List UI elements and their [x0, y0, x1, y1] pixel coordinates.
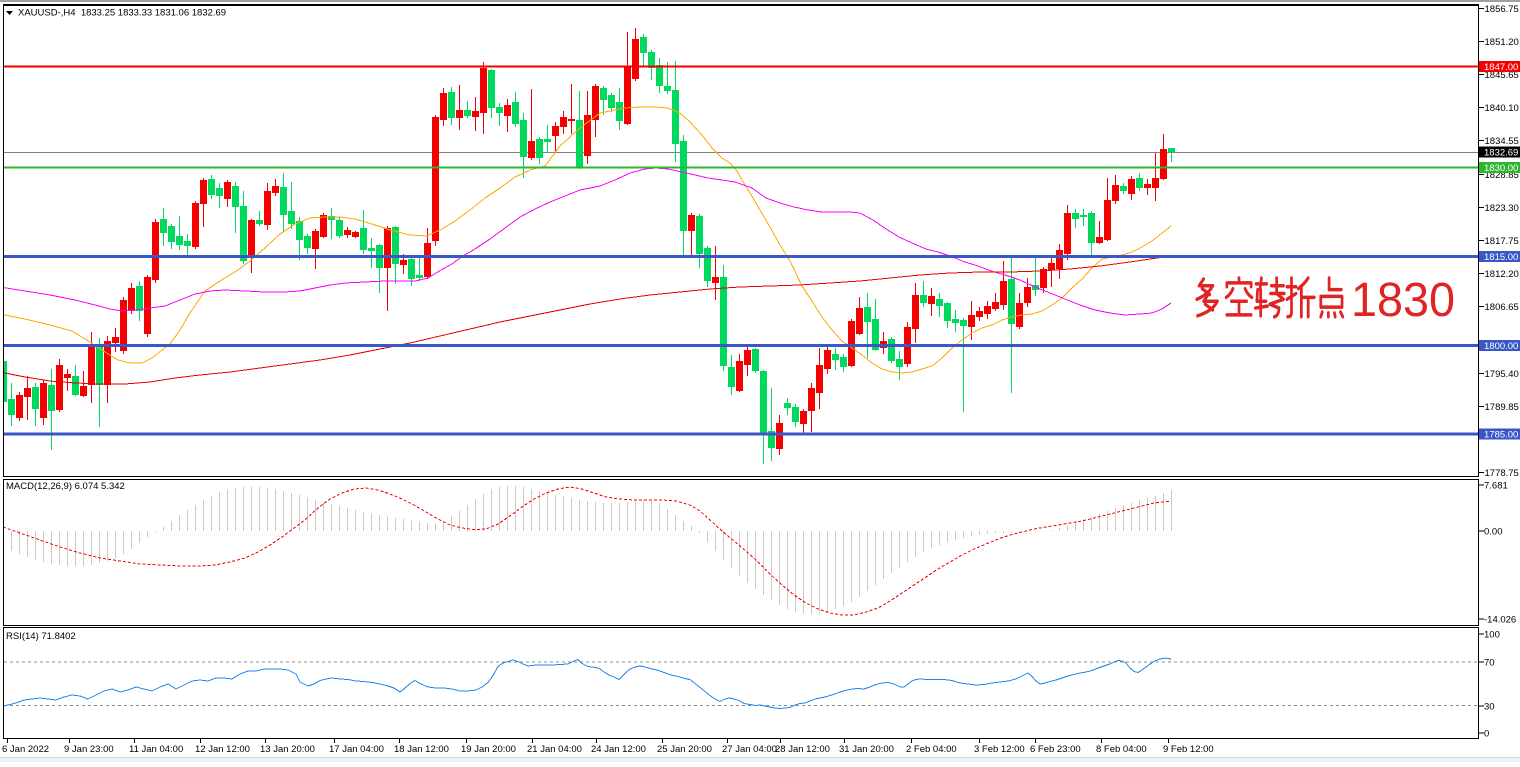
svg-text:3 Feb 12:00: 3 Feb 12:00: [974, 744, 1025, 755]
svg-text:9 Feb 12:00: 9 Feb 12:00: [1163, 744, 1214, 755]
svg-text:24 Jan 12:00: 24 Jan 12:00: [591, 744, 646, 755]
svg-text:6 Jan 2022: 6 Jan 2022: [2, 744, 49, 755]
svg-text:1795.40: 1795.40: [1485, 369, 1519, 380]
svg-text:1812.20: 1812.20: [1485, 269, 1519, 280]
svg-text:12 Jan 12:00: 12 Jan 12:00: [195, 744, 250, 755]
svg-text:1815.00: 1815.00: [1484, 252, 1518, 263]
svg-text:13 Jan 20:00: 13 Jan 20:00: [260, 744, 315, 755]
svg-text:1806.65: 1806.65: [1485, 302, 1519, 313]
svg-text:MACD(12,26,9) 6.074 5.342: MACD(12,26,9) 6.074 5.342: [6, 481, 125, 492]
svg-text:27 Jan 04:00: 27 Jan 04:00: [722, 744, 777, 755]
svg-text:100: 100: [1484, 630, 1500, 641]
svg-text:1778.75: 1778.75: [1485, 468, 1519, 479]
svg-text:9 Jan 23:00: 9 Jan 23:00: [64, 744, 114, 755]
svg-text:1840.10: 1840.10: [1485, 103, 1519, 114]
svg-text:7.681: 7.681: [1484, 481, 1508, 492]
svg-text:1800.00: 1800.00: [1484, 341, 1518, 352]
svg-text:11 Jan 04:00: 11 Jan 04:00: [129, 744, 183, 755]
svg-text:1817.75: 1817.75: [1485, 236, 1519, 247]
svg-text:-14.026: -14.026: [1484, 615, 1516, 626]
svg-text:31 Jan 20:00: 31 Jan 20:00: [839, 744, 894, 755]
svg-text:1823.30: 1823.30: [1485, 203, 1519, 214]
svg-text:6 Feb 23:00: 6 Feb 23:00: [1030, 744, 1081, 755]
svg-text:8 Feb 04:00: 8 Feb 04:00: [1096, 744, 1147, 755]
svg-text:1832.69: 1832.69: [1484, 148, 1518, 159]
svg-text:1828.85: 1828.85: [1485, 170, 1519, 181]
svg-text:RSI(14) 71.8402: RSI(14) 71.8402: [6, 631, 76, 642]
svg-text:1785.00: 1785.00: [1484, 430, 1518, 441]
svg-text:1856.75: 1856.75: [1485, 4, 1519, 15]
svg-text:1830.00: 1830.00: [1484, 163, 1518, 174]
svg-text:30: 30: [1484, 702, 1495, 713]
svg-text:17 Jan 04:00: 17 Jan 04:00: [329, 744, 384, 755]
svg-text:1851.20: 1851.20: [1485, 37, 1519, 48]
svg-text:25 Jan 20:00: 25 Jan 20:00: [657, 744, 712, 755]
svg-text:1830: 1830: [1351, 274, 1455, 327]
svg-text:19 Jan 20:00: 19 Jan 20:00: [461, 744, 516, 755]
svg-text:1834.55: 1834.55: [1485, 136, 1519, 147]
svg-text:XAUUSD-,H4 1833.25 1833.33 18: XAUUSD-,H4 1833.25 1833.33 1831.06 1832.…: [18, 8, 226, 19]
svg-text:0: 0: [1484, 729, 1489, 740]
svg-text:2 Feb 04:00: 2 Feb 04:00: [906, 744, 957, 755]
svg-text:21 Jan 04:00: 21 Jan 04:00: [527, 744, 582, 755]
svg-text:70: 70: [1484, 658, 1495, 669]
svg-text:1789.85: 1789.85: [1485, 402, 1519, 413]
svg-text:0.00: 0.00: [1484, 527, 1503, 538]
svg-text:28 Jan 12:00: 28 Jan 12:00: [775, 744, 830, 755]
svg-text:18 Jan 12:00: 18 Jan 12:00: [394, 744, 449, 755]
svg-text:1847.00: 1847.00: [1484, 62, 1518, 73]
svg-text:1845.65: 1845.65: [1485, 70, 1519, 81]
